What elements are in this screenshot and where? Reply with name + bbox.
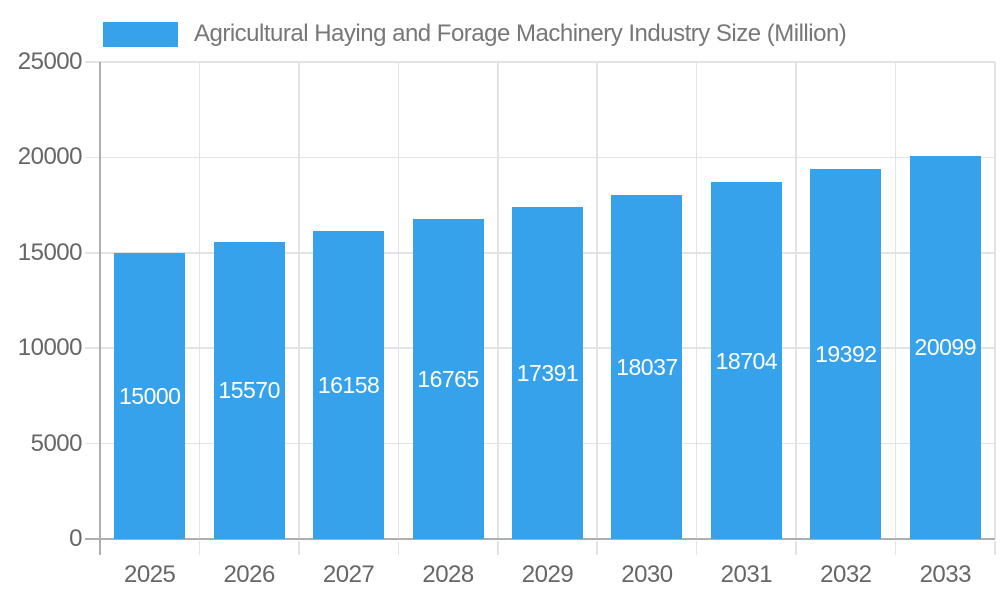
y-tick-label: 5000 — [30, 429, 83, 457]
bar — [710, 182, 782, 539]
x-axis-tick — [198, 541, 201, 555]
v-gridline — [795, 62, 797, 539]
h-gridline — [100, 61, 995, 63]
x-axis-tick — [695, 541, 698, 555]
x-tick-label: 2033 — [919, 561, 972, 588]
x-axis-tick — [994, 541, 996, 555]
bar — [611, 194, 683, 539]
x-axis-line — [85, 538, 995, 540]
x-axis-tick — [596, 541, 598, 555]
bar — [909, 155, 981, 539]
v-gridline — [596, 62, 598, 539]
y-tick-label: 15000 — [17, 238, 83, 266]
v-gridline — [397, 62, 400, 539]
y-axis-tick — [85, 252, 100, 254]
bar-value-label: 18704 — [715, 347, 778, 374]
bar — [213, 241, 285, 539]
y-axis-line — [99, 62, 101, 555]
bar — [512, 207, 583, 539]
h-gridline — [100, 156, 995, 159]
bar-value-label: 17391 — [516, 360, 579, 387]
bar — [313, 230, 385, 539]
chart-legend: Agricultural Haying and Forage Machinery… — [103, 20, 847, 48]
bar — [114, 252, 186, 539]
v-gridline — [894, 62, 897, 539]
x-axis-tick — [397, 541, 400, 555]
bar — [810, 169, 882, 539]
x-tick-label: 2025 — [124, 561, 176, 588]
x-axis-tick — [497, 541, 499, 555]
x-axis-tick — [894, 541, 897, 555]
y-axis-tick — [85, 61, 100, 63]
y-tick-label: 20000 — [17, 143, 83, 171]
bar-value-label: 18037 — [616, 353, 678, 380]
bar-value-label: 16765 — [417, 366, 479, 393]
x-axis-tick — [298, 541, 300, 555]
x-tick-label: 2027 — [322, 561, 375, 588]
v-gridline — [298, 62, 300, 539]
y-tick-label: 25000 — [17, 48, 83, 75]
y-axis-tick — [85, 442, 100, 445]
bar — [412, 219, 484, 539]
bar-value-label: 15000 — [118, 382, 181, 409]
y-axis-tick — [85, 347, 100, 349]
v-gridline — [695, 62, 698, 539]
y-tick-label: 10000 — [17, 334, 83, 362]
legend-series-label: Agricultural Haying and Forage Machinery… — [194, 20, 847, 47]
x-tick-label: 2031 — [720, 561, 773, 588]
bar-value-label: 16158 — [317, 371, 380, 398]
y-axis-tick — [85, 156, 100, 159]
x-tick-label: 2028 — [422, 561, 474, 588]
x-tick-label: 2032 — [820, 561, 872, 588]
bar-value-label: 15570 — [218, 377, 280, 404]
bar-value-label: 19392 — [815, 341, 877, 367]
v-gridline — [497, 62, 499, 539]
v-gridline — [198, 62, 201, 539]
v-gridline — [994, 62, 996, 539]
y-tick-label: 0 — [69, 525, 82, 552]
x-tick-label: 2030 — [621, 561, 673, 588]
x-tick-label: 2026 — [223, 561, 275, 588]
x-axis-tick — [795, 541, 797, 555]
bar-value-label: 20099 — [914, 334, 977, 361]
legend-swatch — [103, 21, 178, 47]
x-tick-label: 2029 — [521, 561, 574, 588]
